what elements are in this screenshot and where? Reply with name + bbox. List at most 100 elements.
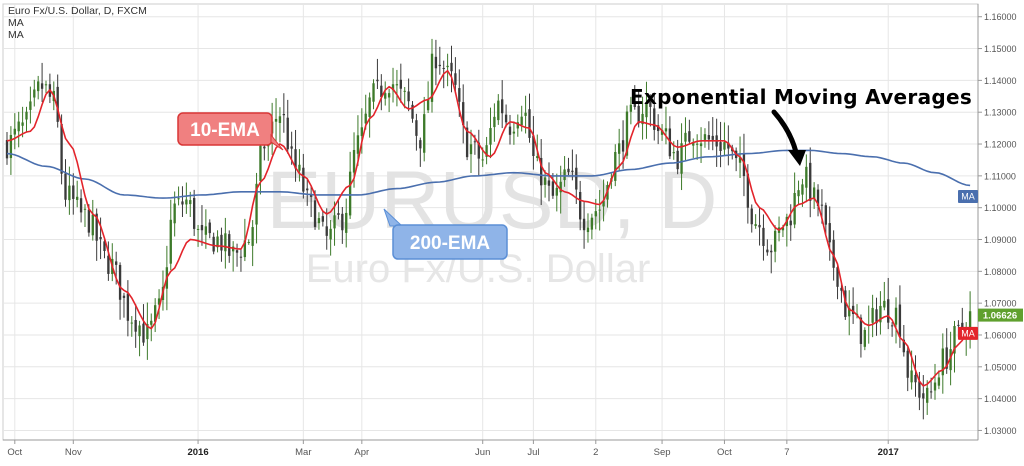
candle [563,156,566,187]
candle-body [138,325,141,337]
candle [192,189,196,236]
candle-body [879,305,882,323]
candle-body [286,117,289,150]
candle-body [317,218,321,224]
candle-body [719,142,722,152]
candle-body [360,127,363,137]
candle-body [945,347,948,369]
last-price-tag-label: 1.06626 [983,310,1017,321]
candle [107,241,110,281]
time-axis[interactable]: Oct Nov 2016 Mar Apr Jun Jul 2 Sep Oct 7 2017 [3,439,978,458]
candle-body [407,91,410,102]
candle-body [95,213,98,241]
y-tick-label: 1.15000 [984,44,1017,54]
candle-body [711,135,714,140]
candle-body [953,326,956,354]
y-tick-label: 1.16000 [984,12,1017,22]
candle-body [196,228,200,230]
candle-body [146,324,149,340]
candle [79,189,83,223]
candle [633,85,636,110]
candle [695,134,699,160]
candle-body [937,377,941,386]
candle-body [321,216,325,222]
candle [641,96,644,140]
ema10-callout-label: 10-EMA [190,120,260,141]
candle [415,113,418,151]
candle [590,213,594,240]
candle-body [157,298,161,305]
candle-body [345,212,348,233]
x-tick-label: 2016 [187,447,208,458]
candle [816,184,820,217]
candle-body [875,309,878,324]
y-tick-label: 1.13000 [984,108,1017,118]
candle-body [306,188,309,191]
x-tick-label: Jun [475,447,490,458]
candle-body [465,127,469,158]
y-tick-label: 1.09000 [984,235,1017,245]
candle [754,214,757,229]
chart-annotation: Exponential Moving Averages [630,85,972,166]
candle [216,230,219,253]
candle-body [621,140,625,152]
candle [21,106,24,138]
candle [44,80,48,93]
candle [407,78,410,112]
candle-body [555,187,558,196]
candle [64,159,67,207]
candle-body [516,122,519,129]
candle-body [79,198,83,213]
last-price-tag [978,308,1023,322]
candle-body [887,299,890,323]
ema200-callout-box [392,224,508,260]
candle-body [473,141,477,143]
candle [306,179,309,206]
price-axis[interactable]: 1.03000 1.04000 1.05000 1.06000 1.07000 1.080… [977,4,1017,440]
candle [142,304,145,346]
candle [664,106,668,145]
candle-body [454,73,457,85]
candle-body [532,135,535,156]
candle-body [699,143,703,147]
candle-body [649,99,652,107]
candle [836,264,839,300]
candle [235,243,239,267]
candle [914,355,917,397]
candle [423,96,426,162]
candle-body [941,348,944,376]
candle [575,154,578,204]
candle-body [274,118,278,122]
candle-body [150,320,153,325]
candle-body [840,287,843,291]
candle [586,213,590,243]
candle-body [29,101,32,110]
x-tick-label: Oct [7,447,22,458]
candle-body [134,320,137,332]
candle [228,230,231,263]
candle [200,205,204,246]
candle-body [469,144,473,155]
candle [384,81,387,106]
candle-body [746,173,750,208]
candle [419,137,422,167]
candle-body [130,322,133,324]
candle [56,74,59,128]
candle-body [485,145,488,157]
candle-body [204,226,208,235]
candle-body [235,250,239,253]
candle [516,114,519,137]
candle-body [594,211,597,217]
candle-body [848,308,851,317]
candle [173,191,176,237]
candle [325,208,328,250]
annotation-arrowhead [788,150,806,166]
y-tick-label: 1.14000 [984,76,1017,86]
candle [278,107,282,143]
candle-body [103,241,106,252]
candle-body [497,100,500,121]
candle-body [871,307,874,323]
candle [680,123,683,191]
candle-body [582,218,586,231]
